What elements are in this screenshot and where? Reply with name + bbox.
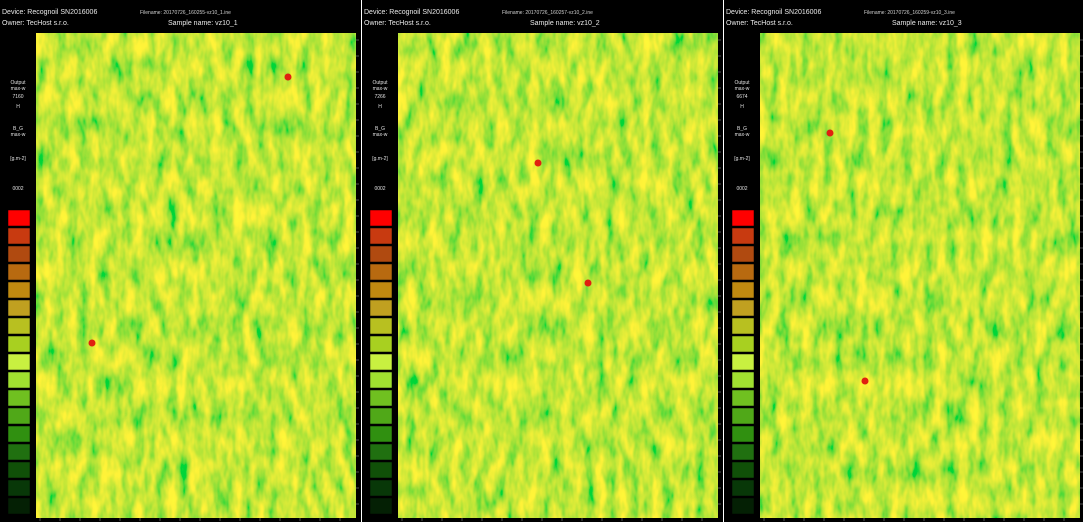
- color-swatch: [8, 390, 30, 406]
- color-swatch: [732, 498, 754, 514]
- green-map: [398, 33, 718, 518]
- color-swatch: [8, 210, 30, 226]
- panel-graphics: [0, 0, 361, 522]
- green-map: [36, 33, 356, 518]
- color-swatch: [732, 462, 754, 478]
- color-swatch: [732, 390, 754, 406]
- color-swatch: [370, 336, 392, 352]
- color-swatch: [8, 336, 30, 352]
- color-swatch: [732, 354, 754, 370]
- spot: [89, 340, 96, 347]
- color-swatch: [370, 246, 392, 262]
- color-swatch: [370, 390, 392, 406]
- color-swatch: [8, 462, 30, 478]
- color-swatch: [370, 264, 392, 280]
- spot: [285, 74, 292, 81]
- color-swatch: [8, 246, 30, 262]
- color-swatch: [370, 354, 392, 370]
- color-swatch: [370, 462, 392, 478]
- panel-graphics: [362, 0, 723, 522]
- color-swatch: [370, 282, 392, 298]
- color-swatch: [732, 264, 754, 280]
- color-swatch: [370, 426, 392, 442]
- color-swatch: [8, 426, 30, 442]
- color-swatch: [8, 282, 30, 298]
- color-swatch: [8, 372, 30, 388]
- green-map: [760, 33, 1080, 518]
- spot: [585, 280, 592, 287]
- color-swatch: [732, 480, 754, 496]
- color-swatch: [370, 300, 392, 316]
- spot: [862, 378, 869, 385]
- color-swatch: [732, 228, 754, 244]
- color-swatch: [370, 498, 392, 514]
- color-swatch: [370, 318, 392, 334]
- color-swatch: [8, 228, 30, 244]
- color-swatch: [8, 408, 30, 424]
- color-swatch: [732, 318, 754, 334]
- color-swatch: [732, 426, 754, 442]
- color-swatch: [732, 282, 754, 298]
- color-swatch: [370, 372, 392, 388]
- color-swatch: [732, 300, 754, 316]
- color-swatch: [370, 408, 392, 424]
- color-swatch: [732, 408, 754, 424]
- color-swatch: [8, 444, 30, 460]
- color-swatch: [732, 372, 754, 388]
- color-swatch: [8, 498, 30, 514]
- color-swatch: [370, 480, 392, 496]
- color-swatch: [732, 246, 754, 262]
- color-swatch: [8, 318, 30, 334]
- color-swatch: [8, 354, 30, 370]
- color-swatch: [8, 300, 30, 316]
- screen: Device: Recognoil SN2016006Owner: TecHos…: [0, 0, 1083, 526]
- spot: [535, 160, 542, 167]
- panel-graphics: [724, 0, 1083, 522]
- color-swatch: [8, 480, 30, 496]
- color-swatch: [732, 336, 754, 352]
- color-swatch: [370, 228, 392, 244]
- color-swatch: [370, 210, 392, 226]
- color-swatch: [8, 264, 30, 280]
- color-swatch: [732, 444, 754, 460]
- color-swatch: [732, 210, 754, 226]
- color-swatch: [370, 444, 392, 460]
- spot: [827, 130, 834, 137]
